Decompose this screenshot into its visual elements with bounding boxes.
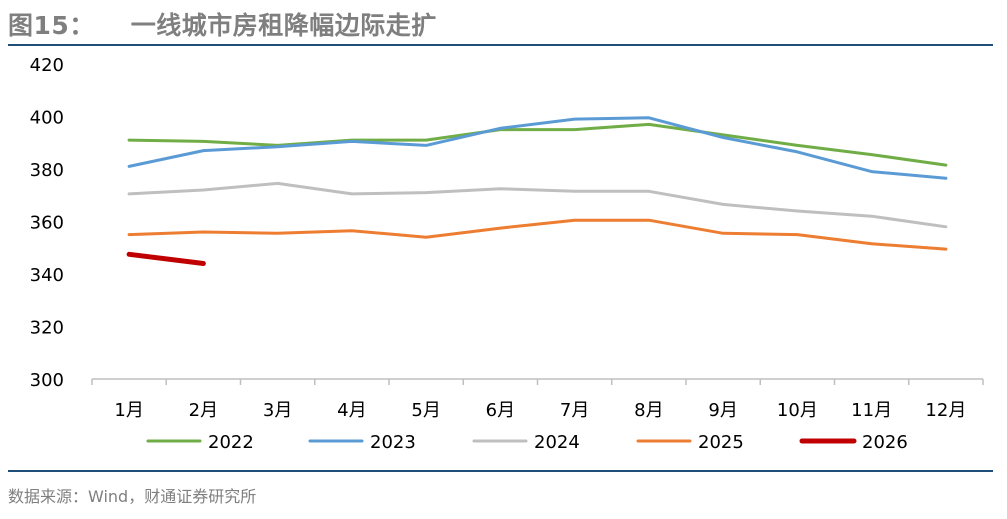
chart-title: 图15： 一线城市房租降幅边际走扩 xyxy=(8,6,437,42)
plot-area xyxy=(126,116,948,266)
x-tick-label: 12月 xyxy=(925,400,966,421)
figure-title: 一线城市房租降幅边际走扩 xyxy=(130,11,437,40)
legend-label-2026: 2026 xyxy=(862,432,908,453)
x-tick-label: 10月 xyxy=(777,400,818,421)
x-axis: 1月 2月 3月 4月 5月 6月 7月 8月 9月 10月 11月 12月 xyxy=(91,379,984,421)
x-tick-label: 6月 xyxy=(486,400,515,421)
series-line-2023 xyxy=(127,116,948,180)
series-line-2022 xyxy=(127,122,948,167)
series-line-2026 xyxy=(126,251,206,266)
y-tick-label: 380 xyxy=(30,160,64,181)
x-tick-label: 9月 xyxy=(708,400,737,421)
y-tick-label: 340 xyxy=(30,265,64,286)
legend: 2022 2023 2024 2025 2026 xyxy=(146,432,908,453)
y-tick-label: 320 xyxy=(30,318,64,339)
x-tick-label: 3月 xyxy=(263,400,292,421)
source-note: 数据来源：Wind，财通证券研究所 xyxy=(8,487,257,506)
bottom-divider xyxy=(8,470,993,472)
line-chart: 300 320 340 360 380 400 420 1月 2月 3月 4月 5月 6月 7月 8月 9月… xyxy=(30,55,984,453)
legend-label-2022: 2022 xyxy=(208,432,254,453)
figure-number: 图15： xyxy=(8,11,95,40)
legend-label-2025: 2025 xyxy=(698,432,744,453)
y-axis: 300 320 340 360 380 400 420 xyxy=(30,55,64,391)
x-tick-label: 7月 xyxy=(560,400,589,421)
y-tick-label: 400 xyxy=(30,108,64,129)
x-tick-label: 8月 xyxy=(634,400,663,421)
legend-label-2024: 2024 xyxy=(534,432,580,453)
y-tick-label: 420 xyxy=(30,55,64,76)
legend-label-2023: 2023 xyxy=(370,432,416,453)
x-tick-label: 2月 xyxy=(189,400,218,421)
x-tick-label: 11月 xyxy=(851,400,892,421)
x-tick-label: 1月 xyxy=(114,400,143,421)
series-line-2024 xyxy=(127,181,948,229)
top-divider xyxy=(8,44,993,46)
x-tick-label: 4月 xyxy=(337,400,366,421)
y-tick-label: 300 xyxy=(30,370,64,391)
series-line-2025 xyxy=(127,218,948,251)
y-tick-label: 360 xyxy=(30,213,64,234)
x-tick-label: 5月 xyxy=(411,400,440,421)
